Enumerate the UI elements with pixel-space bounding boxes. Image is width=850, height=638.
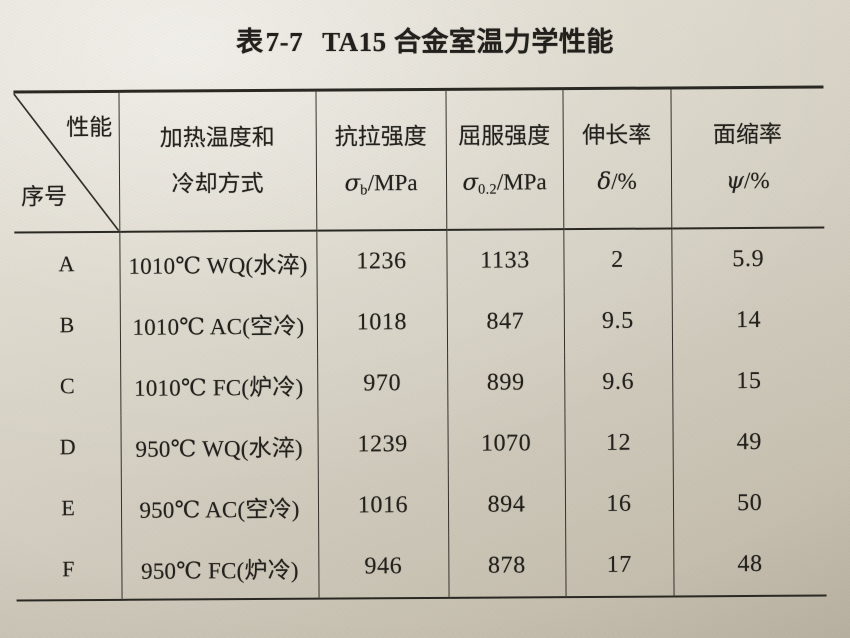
row-elongation-D: 12 <box>564 412 673 475</box>
header-yield-strength-symbol: σ0.2/MPa <box>462 168 547 198</box>
table-row: C 1010℃ FC(炉冷) 970 899 9.6 15 <box>15 350 826 417</box>
row-condition-F: 950℃ FC(炉冷) <box>121 536 319 600</box>
header-corner-index-label: 序号 <box>21 184 68 210</box>
header-elongation-symbol: δ/% <box>597 168 637 195</box>
row-yield-E: 894 <box>447 474 566 536</box>
row-index-E: E <box>61 494 76 520</box>
row-index-F: F <box>16 537 122 601</box>
table-row: E 950℃ AC(空冷) 1016 894 16 50 <box>16 472 827 539</box>
table-row: D 950℃ WQ(水淬) 1239 1070 12 49 <box>15 411 826 478</box>
row-tensile-C: 970 <box>317 352 448 415</box>
header-heat-treatment-line2: 冷却方式 <box>171 170 264 197</box>
header-tensile-strength-symbol: σb/MPa <box>344 169 418 198</box>
row-tensile-D: 1239 <box>317 413 448 476</box>
header-corner-cell: 性能 序号 <box>13 91 120 233</box>
row-elongation-F: 17 <box>565 534 674 598</box>
row-yield-C: 899 <box>447 352 565 414</box>
table-container: 性能 序号 加热温度和 冷却方式 抗拉强度 σb/MPa 屈服强度 σ0.2/M… <box>13 86 828 601</box>
row-elongation-E: 16 <box>564 473 674 536</box>
row-tensile-F: 946 <box>318 535 449 599</box>
table-row: B 1010℃ AC(空冷) 1018 847 9.5 14 <box>15 289 826 356</box>
header-yield-strength-label: 屈服强度 <box>458 123 551 149</box>
header-elongation-label: 伸长率 <box>582 122 652 148</box>
row-index-B: B <box>59 311 75 337</box>
row-index-A: A <box>58 250 76 276</box>
header-reduction-label: 面缩率 <box>712 121 783 148</box>
row-reduction-B: 14 <box>671 289 826 352</box>
caption-subject: TA15 合金室温力学性能 <box>322 27 614 57</box>
row-elongation-A: 2 <box>563 228 672 292</box>
table-caption: 表7-7 TA15 合金室温力学性能 <box>0 20 850 59</box>
row-reduction-D: 49 <box>672 411 826 474</box>
table-head: 性能 序号 加热温度和 冷却方式 抗拉强度 σb/MPa 屈服强度 σ0.2/M… <box>13 87 825 233</box>
row-reduction-A: 5.9 <box>671 227 825 291</box>
header-row: 性能 序号 加热温度和 冷却方式 抗拉强度 σb/MPa 屈服强度 σ0.2/M… <box>13 87 825 233</box>
row-condition-A: 1010℃ WQ(水淬) <box>119 230 317 294</box>
caption-number: 7-7 <box>265 27 304 57</box>
row-condition-D: 950℃ WQ(水淬) <box>120 414 318 477</box>
row-yield-F: 878 <box>448 535 566 598</box>
row-reduction-F: 48 <box>673 533 827 597</box>
row-tensile-B: 1018 <box>316 291 448 354</box>
table-row: A 1010℃ WQ(水淬) 1236 1133 2 5.9 <box>14 227 825 295</box>
diagonal-divider-icon <box>13 92 119 232</box>
row-elongation-C: 9.6 <box>564 351 673 414</box>
row-tensile-A: 1236 <box>316 229 447 293</box>
header-tensile-strength-label: 抗拉强度 <box>334 123 427 150</box>
mechanical-properties-table: 性能 序号 加热温度和 冷却方式 抗拉强度 σb/MPa 屈服强度 σ0.2/M… <box>13 86 827 602</box>
row-index-D: D <box>59 433 77 459</box>
header-heat-treatment: 加热温度和 冷却方式 <box>118 90 317 232</box>
table-body: A 1010℃ WQ(水淬) 1236 1133 2 5.9 B 1010℃ AC(空冷) 10… <box>14 227 827 601</box>
header-reduction-symbol: ψ/% <box>725 167 770 194</box>
table-row: F 950℃ FC(炉冷) 946 878 17 48 <box>16 533 827 601</box>
row-yield-A: 1133 <box>446 229 564 292</box>
row-elongation-B: 9.5 <box>563 290 673 353</box>
caption-prefix: 表 <box>236 27 264 57</box>
header-elongation: 伸长率 δ/% <box>562 87 672 230</box>
row-yield-D: 1070 <box>447 413 565 475</box>
header-heat-treatment-line1: 加热温度和 <box>159 125 275 151</box>
header-yield-strength: 屈服强度 σ0.2/MPa <box>445 88 564 230</box>
row-reduction-E: 50 <box>672 472 827 535</box>
header-tensile-strength: 抗拉强度 σb/MPa <box>315 89 447 231</box>
header-reduction-of-area: 面缩率 ψ/% <box>670 87 825 229</box>
row-condition-B: 1010℃ AC(空冷) <box>119 292 318 355</box>
row-yield-B: 847 <box>446 291 565 353</box>
row-condition-E: 950℃ AC(空冷) <box>120 475 319 538</box>
row-index-C: C <box>59 372 76 398</box>
row-condition-C: 1010℃ FC(炉冷) <box>120 353 318 416</box>
header-corner-property-label: 性能 <box>66 114 113 141</box>
row-reduction-C: 15 <box>672 350 826 413</box>
row-tensile-E: 1016 <box>317 474 449 537</box>
